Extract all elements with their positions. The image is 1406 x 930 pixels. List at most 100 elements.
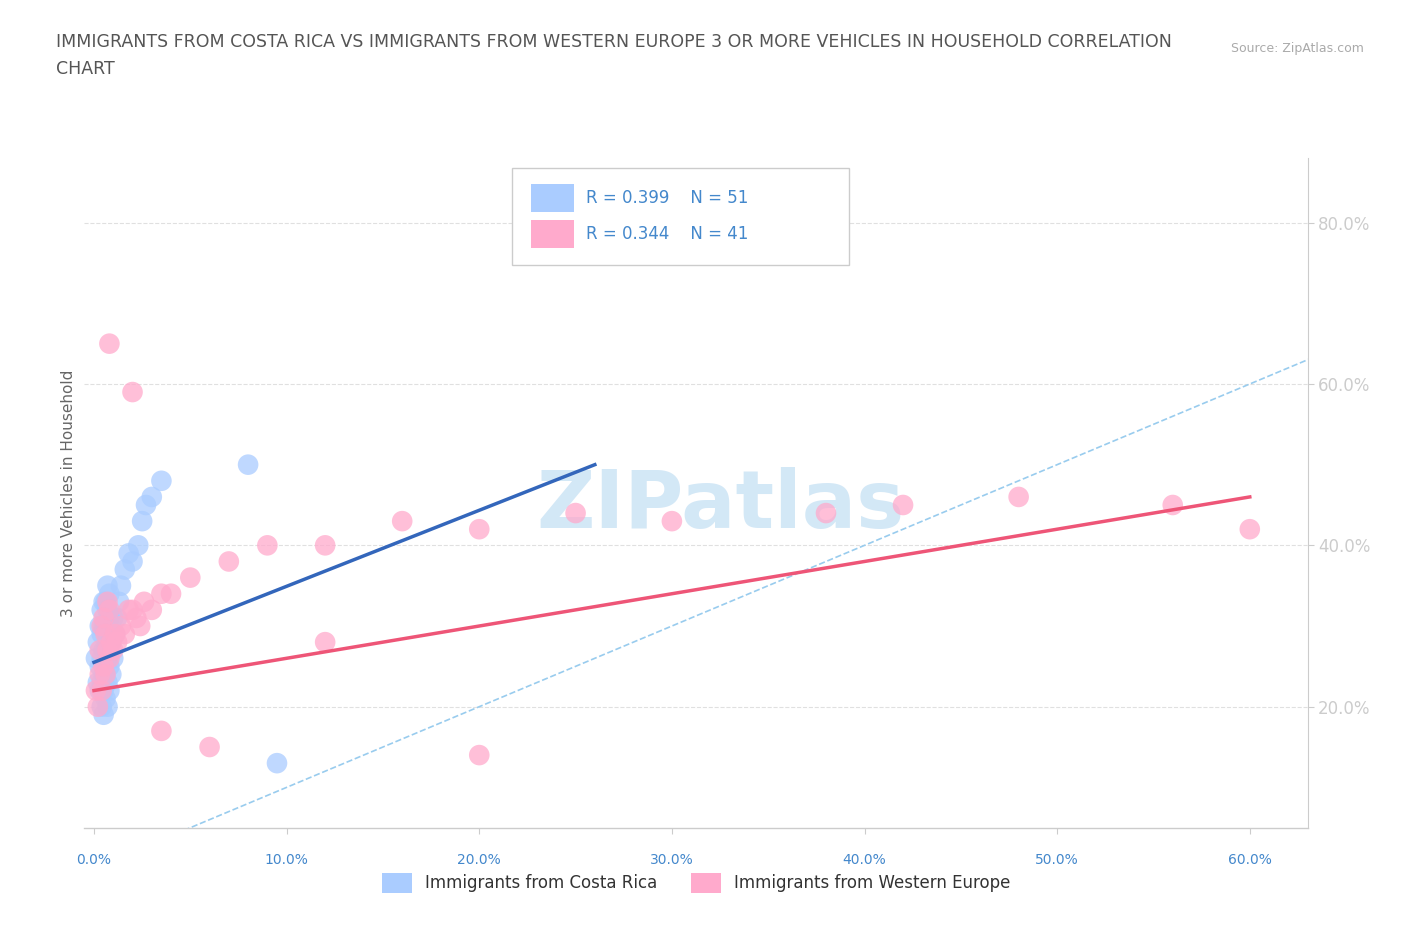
Legend: Immigrants from Costa Rica, Immigrants from Western Europe: Immigrants from Costa Rica, Immigrants f… xyxy=(375,866,1017,899)
Point xyxy=(100,667,122,682)
Point xyxy=(96,675,118,690)
Point xyxy=(90,651,112,666)
Point xyxy=(96,643,118,658)
Point xyxy=(100,634,122,649)
Point xyxy=(131,513,153,528)
Point xyxy=(468,522,491,537)
Point xyxy=(125,610,148,625)
Point xyxy=(98,610,121,625)
Point xyxy=(814,506,837,521)
Point xyxy=(150,724,173,738)
Point xyxy=(93,667,115,682)
Point xyxy=(93,684,115,698)
Point xyxy=(87,634,110,649)
Point xyxy=(121,385,143,400)
Point xyxy=(96,578,118,593)
Point xyxy=(94,691,117,706)
Point xyxy=(94,643,117,658)
Point xyxy=(98,634,121,649)
Point xyxy=(89,643,111,658)
Point xyxy=(96,603,118,618)
Point xyxy=(90,618,112,633)
Y-axis label: 3 or more Vehicles in Household: 3 or more Vehicles in Household xyxy=(60,369,76,617)
Point xyxy=(150,586,173,601)
Point xyxy=(135,498,157,512)
Point xyxy=(98,586,121,601)
Text: CHART: CHART xyxy=(56,60,115,78)
Point xyxy=(98,684,121,698)
Point xyxy=(100,634,122,649)
Point xyxy=(121,603,143,618)
Point xyxy=(87,699,110,714)
Point xyxy=(103,643,125,658)
Text: ZIPatlas: ZIPatlas xyxy=(536,467,904,545)
Point xyxy=(141,489,163,504)
Point xyxy=(98,659,121,674)
Point xyxy=(391,513,413,528)
Point xyxy=(90,699,112,714)
Text: 10.0%: 10.0% xyxy=(264,853,308,867)
Point xyxy=(103,610,125,625)
FancyBboxPatch shape xyxy=(531,220,574,248)
Point xyxy=(110,578,132,593)
Point xyxy=(98,603,121,618)
Text: IMMIGRANTS FROM COSTA RICA VS IMMIGRANTS FROM WESTERN EUROPE 3 OR MORE VEHICLES : IMMIGRANTS FROM COSTA RICA VS IMMIGRANTS… xyxy=(56,33,1173,50)
Point xyxy=(89,659,111,674)
Point xyxy=(93,708,115,723)
Point xyxy=(121,554,143,569)
Point xyxy=(104,627,127,642)
Point xyxy=(891,498,914,512)
Point xyxy=(90,675,112,690)
Point xyxy=(96,651,118,666)
Text: R = 0.344    N = 41: R = 0.344 N = 41 xyxy=(586,225,748,244)
Point xyxy=(468,748,491,763)
Point xyxy=(90,684,112,698)
Point xyxy=(314,538,336,552)
Point xyxy=(105,610,128,625)
Point xyxy=(98,651,121,666)
Point xyxy=(103,651,125,666)
Point xyxy=(114,562,136,577)
Text: 60.0%: 60.0% xyxy=(1227,853,1272,867)
Point xyxy=(110,618,132,633)
Point xyxy=(179,570,201,585)
Point xyxy=(94,627,117,642)
Text: 0.0%: 0.0% xyxy=(76,853,111,867)
Point xyxy=(150,473,173,488)
Point xyxy=(96,594,118,609)
Point xyxy=(84,684,107,698)
Point xyxy=(108,594,131,609)
Point xyxy=(236,458,259,472)
Point xyxy=(127,538,149,552)
Point xyxy=(118,603,141,618)
Point xyxy=(87,675,110,690)
Point xyxy=(93,659,115,674)
Point xyxy=(118,546,141,561)
Point xyxy=(94,667,117,682)
Text: Source: ZipAtlas.com: Source: ZipAtlas.com xyxy=(1230,42,1364,55)
Text: 40.0%: 40.0% xyxy=(842,853,886,867)
Point xyxy=(90,603,112,618)
Text: 30.0%: 30.0% xyxy=(650,853,693,867)
Point xyxy=(198,739,221,754)
Point xyxy=(114,627,136,642)
Point xyxy=(1161,498,1184,512)
Point xyxy=(1007,489,1029,504)
Point xyxy=(89,618,111,633)
Point xyxy=(564,506,586,521)
Point xyxy=(160,586,183,601)
Point xyxy=(84,651,107,666)
Point xyxy=(93,643,115,658)
Point xyxy=(218,554,240,569)
Text: 50.0%: 50.0% xyxy=(1035,853,1078,867)
Text: R = 0.399    N = 51: R = 0.399 N = 51 xyxy=(586,189,748,206)
Point xyxy=(129,618,152,633)
FancyBboxPatch shape xyxy=(513,168,849,265)
Point xyxy=(105,634,128,649)
Point xyxy=(93,594,115,609)
Point xyxy=(89,684,111,698)
Point xyxy=(104,627,127,642)
Point xyxy=(1239,522,1261,537)
Point xyxy=(661,513,683,528)
Point xyxy=(94,618,117,633)
